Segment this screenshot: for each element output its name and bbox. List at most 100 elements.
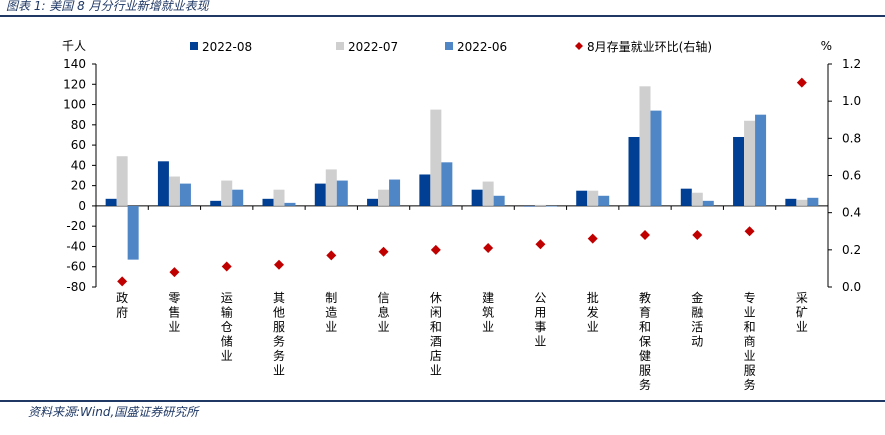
bar-2022-06 <box>493 195 505 206</box>
marker-diamond <box>326 250 337 261</box>
bars-group <box>105 86 819 260</box>
bar-2022-08 <box>628 136 640 206</box>
bar-2022-06 <box>441 162 453 206</box>
category-label: 零售业 <box>168 291 180 334</box>
bar-2022-07 <box>744 120 756 206</box>
category-label: 公用事业 <box>534 291 546 349</box>
bar-2022-07 <box>221 180 233 206</box>
marker-diamond <box>744 226 755 237</box>
left-tick-label: 120 <box>63 77 86 91</box>
bar-2022-08 <box>576 190 588 206</box>
left-tick-label: -60 <box>66 260 86 274</box>
category-label: 信息业 <box>378 291 390 334</box>
legend-label: 2022-07 <box>348 40 398 54</box>
bar-2022-06 <box>755 114 767 206</box>
category-label: 休闲和酒店业 <box>430 291 442 378</box>
marker-diamond <box>117 276 128 287</box>
bar-2022-06 <box>232 189 244 206</box>
category-label: 政府 <box>116 291 128 320</box>
left-tick-label: 80 <box>71 118 86 132</box>
bar-2022-06 <box>650 110 662 206</box>
bar-2022-08 <box>367 198 379 206</box>
source-rule <box>0 400 885 402</box>
bar-2022-07 <box>796 199 808 206</box>
category-label: 制造业 <box>325 291 337 334</box>
left-tick-label: -80 <box>66 280 86 294</box>
marker-diamond <box>483 242 494 253</box>
bar-line-chart: -80 -60 -40 -20 0 20 40 60 80 100 120 140 0.0 0.2 0.4… <box>62 39 861 392</box>
left-tick-label: 140 <box>63 57 86 71</box>
bar-2022-07 <box>378 189 390 206</box>
bar-2022-07 <box>691 192 703 206</box>
category-label: 教育和保健服务 <box>639 290 651 392</box>
right-tick-label: 1.2 <box>842 57 861 71</box>
left-tick-label: 100 <box>63 98 86 112</box>
bar-2022-08 <box>680 188 692 206</box>
legend: 2022-08 2022-07 2022-06 8月存量就业环比(右轴) <box>190 39 712 54</box>
category-label: 金融活动 <box>691 290 703 349</box>
left-tick-label: 60 <box>71 138 86 152</box>
marker-diamond <box>274 259 284 270</box>
legend-label: 8月存量就业环比(右轴) <box>587 39 712 54</box>
legend-swatch <box>575 42 583 50</box>
right-tick-label: 1.0 <box>842 94 861 108</box>
right-tick-label: 0.2 <box>842 243 861 257</box>
marker-diamond <box>169 267 180 278</box>
bar-2022-08 <box>523 205 535 207</box>
bar-2022-07 <box>430 109 442 206</box>
legend-swatch <box>190 42 198 50</box>
bar-2022-07 <box>116 156 128 206</box>
legend-swatch <box>445 42 453 50</box>
figure-title: 图表 1: 美国 8 月分行业新增就业表现 <box>6 0 209 13</box>
legend-label: 2022-06 <box>457 40 507 54</box>
bar-2022-07 <box>273 189 285 206</box>
marker-diamond <box>587 233 598 244</box>
bar-2022-06 <box>389 179 401 206</box>
right-tick-label: 0.8 <box>842 131 861 145</box>
bar-2022-06 <box>284 202 296 206</box>
left-tick-label: 40 <box>71 158 86 172</box>
marker-diamond <box>535 239 546 250</box>
category-label: 采矿业 <box>796 291 808 334</box>
bar-2022-07 <box>168 176 180 206</box>
bar-2022-07 <box>639 86 651 206</box>
left-tick-label: -20 <box>66 219 86 233</box>
legend-label: 2022-08 <box>202 40 252 54</box>
markers-group <box>117 77 807 287</box>
bar-2022-08 <box>471 189 483 206</box>
category-label: 运输仓储业 <box>221 291 233 363</box>
bar-2022-08 <box>157 161 169 206</box>
bar-2022-06 <box>702 200 714 206</box>
bar-2022-06 <box>545 205 557 207</box>
bar-2022-06 <box>179 183 191 206</box>
bar-2022-06 <box>336 180 348 206</box>
bar-2022-06 <box>598 195 610 206</box>
bar-2022-08 <box>210 200 222 206</box>
category-labels: 政府 零售业 运输仓储业 其他服务务业 制造业 信息业 休闲和酒店业 建筑业 公用事业 批发业 教育… <box>116 205 808 392</box>
bar-2022-08 <box>105 198 117 206</box>
category-label: 建筑业 <box>482 291 494 334</box>
marker-diamond <box>378 246 389 257</box>
bar-2022-08 <box>419 174 431 206</box>
left-unit-label: 千人 <box>62 39 86 53</box>
bar-2022-08 <box>785 198 797 206</box>
bar-2022-08 <box>733 136 745 206</box>
source-note: 资料来源:Wind,国盛证券研究所 <box>28 405 199 419</box>
bar-2022-08 <box>314 183 326 206</box>
right-y-axis: 0.0 0.2 0.4 0.6 0.8 1.0 1.2 <box>827 57 861 294</box>
legend-swatch <box>336 42 344 50</box>
category-label: 专业和商业服务 <box>744 290 756 392</box>
bar-2022-07 <box>534 204 546 206</box>
bar-2022-07 <box>325 169 337 206</box>
marker-diamond <box>430 244 441 255</box>
category-label: 其他服务务业 <box>273 291 285 378</box>
left-tick-label: 0 <box>78 199 86 213</box>
marker-diamond <box>221 261 232 272</box>
bar-2022-07 <box>482 181 494 206</box>
bar-2022-08 <box>262 198 274 206</box>
bar-2022-06 <box>807 197 819 206</box>
marker-diamond <box>640 229 650 240</box>
right-tick-label: 0.4 <box>842 206 861 220</box>
bar-2022-06 <box>127 205 139 260</box>
right-unit-label: % <box>821 39 832 53</box>
